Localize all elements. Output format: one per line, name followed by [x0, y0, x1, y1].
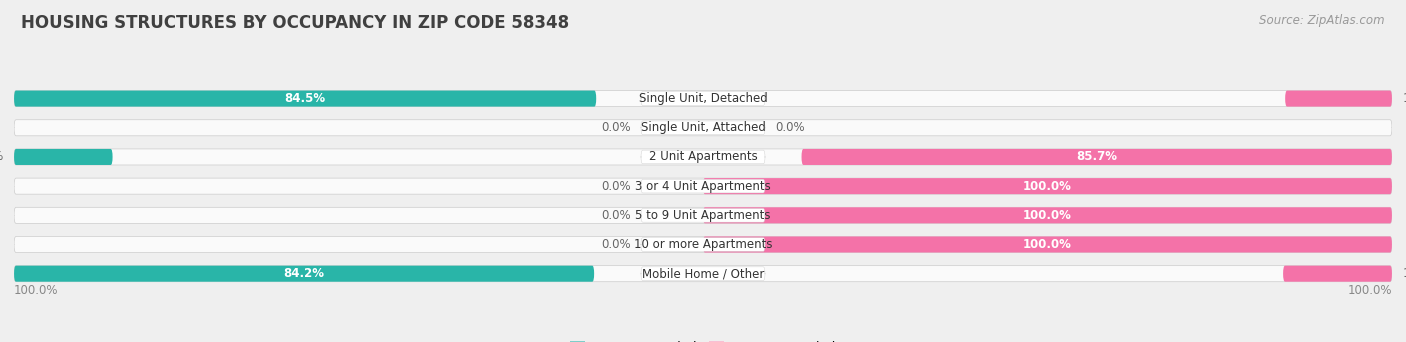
Text: 15.8%: 15.8%	[1402, 267, 1406, 280]
FancyBboxPatch shape	[641, 121, 765, 135]
FancyBboxPatch shape	[1284, 266, 1392, 282]
FancyBboxPatch shape	[14, 207, 1392, 223]
Text: 0.0%: 0.0%	[775, 121, 806, 134]
Text: 0.0%: 0.0%	[600, 238, 631, 251]
FancyBboxPatch shape	[14, 91, 596, 107]
Text: 100.0%: 100.0%	[1024, 180, 1071, 193]
Text: 10 or more Apartments: 10 or more Apartments	[634, 238, 772, 251]
Text: Mobile Home / Other: Mobile Home / Other	[641, 267, 765, 280]
Text: 15.5%: 15.5%	[1402, 92, 1406, 105]
Text: 85.7%: 85.7%	[1076, 150, 1118, 163]
Text: 3 or 4 Unit Apartments: 3 or 4 Unit Apartments	[636, 180, 770, 193]
FancyBboxPatch shape	[641, 209, 765, 222]
Text: 100.0%: 100.0%	[1024, 209, 1071, 222]
Text: 5 to 9 Unit Apartments: 5 to 9 Unit Apartments	[636, 209, 770, 222]
FancyBboxPatch shape	[801, 149, 1392, 165]
FancyBboxPatch shape	[641, 150, 765, 164]
Legend: Owner-occupied, Renter-occupied: Owner-occupied, Renter-occupied	[569, 341, 837, 342]
Text: Single Unit, Attached: Single Unit, Attached	[641, 121, 765, 134]
Text: HOUSING STRUCTURES BY OCCUPANCY IN ZIP CODE 58348: HOUSING STRUCTURES BY OCCUPANCY IN ZIP C…	[21, 14, 569, 32]
FancyBboxPatch shape	[641, 92, 765, 105]
FancyBboxPatch shape	[14, 266, 595, 282]
Text: 0.0%: 0.0%	[600, 121, 631, 134]
FancyBboxPatch shape	[641, 179, 765, 193]
FancyBboxPatch shape	[1285, 91, 1392, 107]
FancyBboxPatch shape	[641, 238, 765, 251]
Text: 84.2%: 84.2%	[284, 267, 325, 280]
Text: 100.0%: 100.0%	[1347, 284, 1392, 297]
FancyBboxPatch shape	[703, 207, 1392, 223]
Text: Source: ZipAtlas.com: Source: ZipAtlas.com	[1260, 14, 1385, 27]
Text: 0.0%: 0.0%	[600, 209, 631, 222]
FancyBboxPatch shape	[703, 236, 1392, 252]
FancyBboxPatch shape	[14, 236, 1392, 252]
FancyBboxPatch shape	[14, 149, 1392, 165]
Text: 2 Unit Apartments: 2 Unit Apartments	[648, 150, 758, 163]
Text: 14.3%: 14.3%	[0, 150, 4, 163]
FancyBboxPatch shape	[641, 267, 765, 280]
FancyBboxPatch shape	[14, 266, 1392, 282]
FancyBboxPatch shape	[14, 91, 1392, 107]
Text: 84.5%: 84.5%	[284, 92, 326, 105]
FancyBboxPatch shape	[14, 178, 1392, 194]
Text: 0.0%: 0.0%	[600, 180, 631, 193]
FancyBboxPatch shape	[703, 178, 1392, 194]
FancyBboxPatch shape	[14, 120, 1392, 136]
Text: 100.0%: 100.0%	[14, 284, 59, 297]
FancyBboxPatch shape	[14, 149, 112, 165]
Text: 100.0%: 100.0%	[1024, 238, 1071, 251]
Text: Single Unit, Detached: Single Unit, Detached	[638, 92, 768, 105]
